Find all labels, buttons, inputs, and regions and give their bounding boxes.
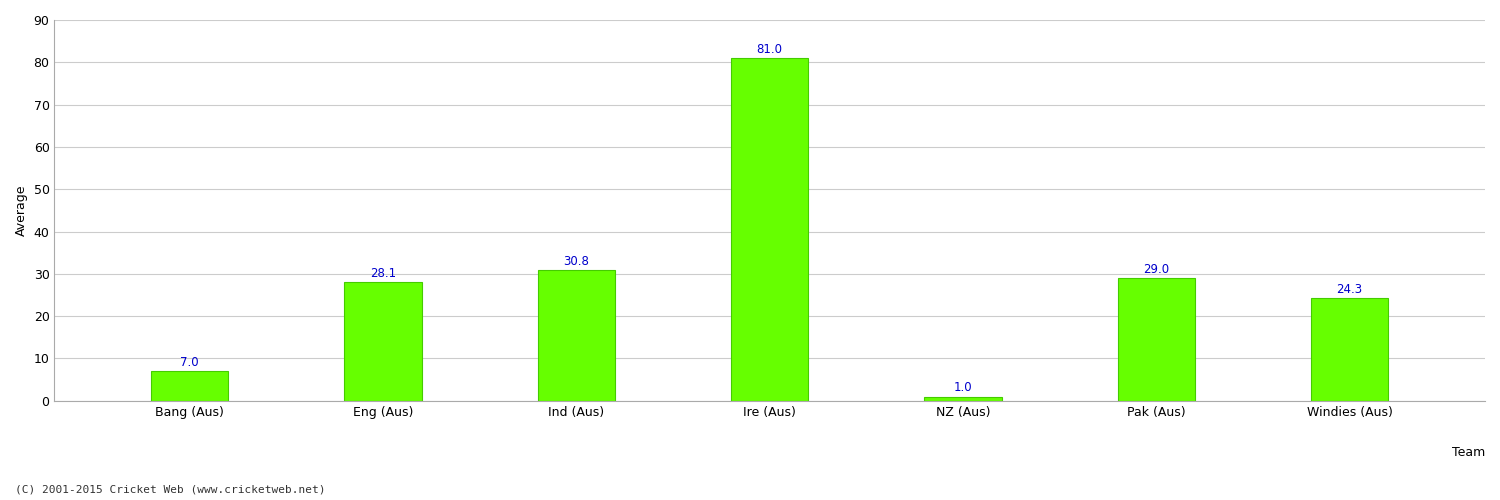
Y-axis label: Average: Average (15, 184, 28, 236)
Bar (345, 282, 422, 401)
Bar (1311, 298, 1389, 401)
Text: 29.0: 29.0 (1143, 263, 1170, 276)
Bar (537, 270, 615, 401)
Text: 28.1: 28.1 (370, 267, 396, 280)
Bar (152, 371, 228, 401)
Text: (C) 2001-2015 Cricket Web (www.cricketweb.net): (C) 2001-2015 Cricket Web (www.cricketwe… (15, 485, 326, 495)
Text: 1.0: 1.0 (954, 382, 972, 394)
Text: 30.8: 30.8 (564, 256, 590, 268)
Bar (730, 58, 809, 401)
Text: 24.3: 24.3 (1336, 283, 1362, 296)
Bar (924, 396, 1002, 401)
Bar (1118, 278, 1196, 401)
Text: 7.0: 7.0 (180, 356, 200, 369)
Text: 81.0: 81.0 (756, 43, 783, 56)
Text: Team: Team (1452, 446, 1485, 460)
